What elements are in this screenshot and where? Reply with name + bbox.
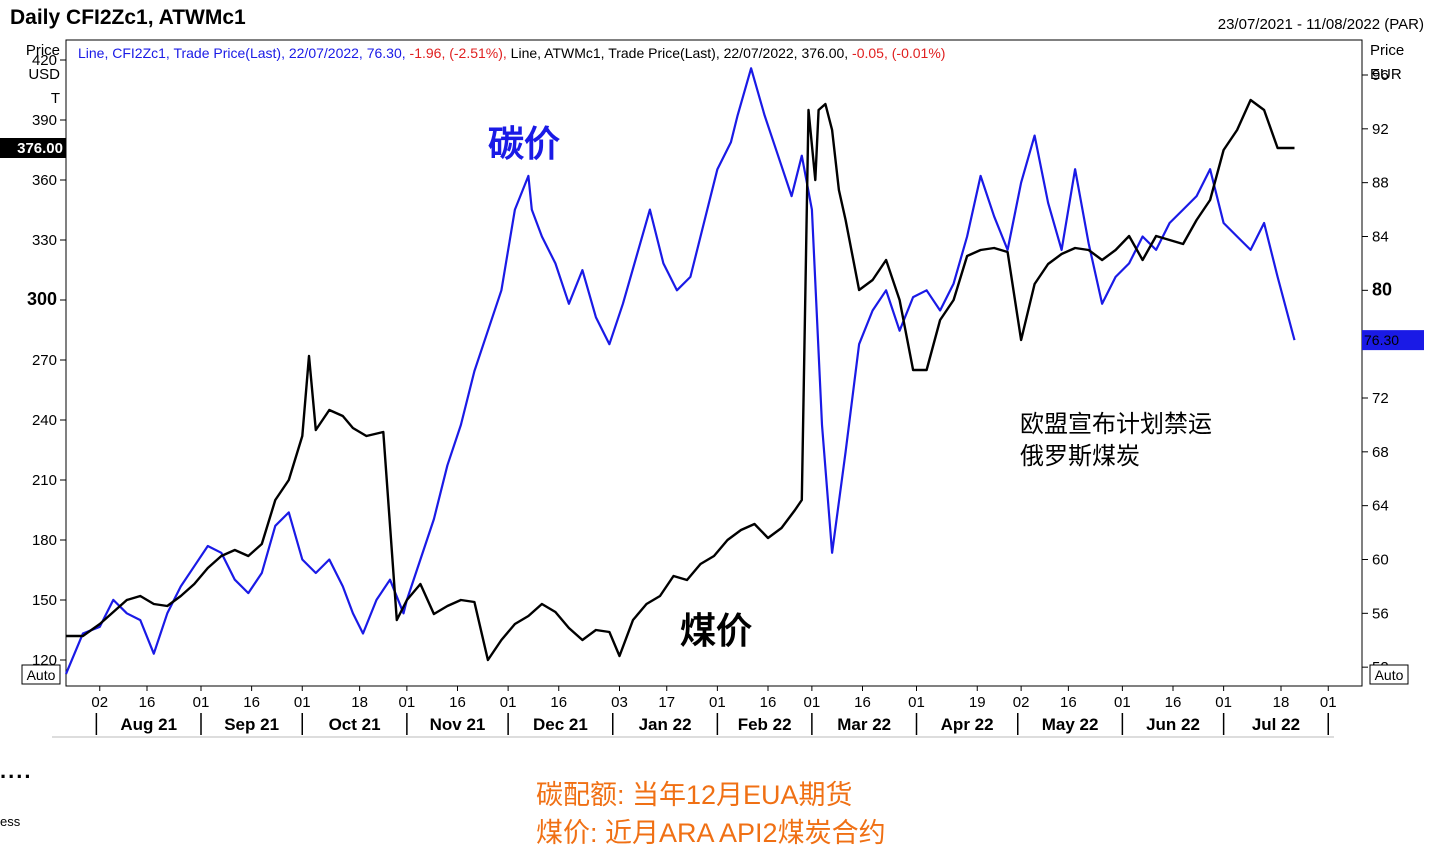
footer-note-coal: 煤价: 近月ARA API2煤炭合约	[536, 818, 886, 848]
chart-title: Daily CFI2Zc1, ATWMc1	[10, 6, 246, 29]
left-axis-header: Price USD T	[26, 42, 60, 107]
x-day-label: 03	[611, 694, 628, 711]
ban-annotation-line2: 俄罗斯煤炭	[1020, 442, 1140, 470]
left-tick-label: 210	[32, 472, 57, 489]
right-last-value-box	[1362, 330, 1424, 351]
footer-note-carbon: 碳配额: 当年12月EUA期货	[536, 780, 853, 810]
right-tick-label: 68	[1372, 444, 1389, 461]
footer-fragment-ess: ess	[0, 814, 21, 829]
x-day-label: 19	[969, 694, 986, 711]
carbon-annotation: 碳价	[488, 124, 560, 165]
right-tick-label: 84	[1372, 228, 1389, 245]
x-day-label: 01	[193, 694, 210, 711]
x-month-label: Oct 21	[329, 715, 381, 734]
left-tick-label: 240	[32, 412, 57, 429]
right-tick-label: 92	[1372, 121, 1389, 138]
x-month-label: Nov 21	[430, 715, 486, 734]
x-day-label: 16	[1060, 694, 1077, 711]
auto-button-right[interactable]	[1369, 664, 1409, 685]
x-month-label: Apr 22	[941, 715, 994, 734]
series-line-CFI2Zc1	[64, 67, 1296, 675]
x-day-label: 16	[243, 694, 260, 711]
x-month-label: Mar 22	[837, 715, 891, 734]
x-day-label: 01	[1320, 694, 1337, 711]
x-month-label: Sep 21	[224, 715, 279, 734]
x-day-label: 18	[1273, 694, 1290, 711]
x-month-label: Feb 22	[738, 715, 792, 734]
x-day-label: 01	[500, 694, 517, 711]
left-tick-label: 420	[32, 52, 57, 69]
right-axis-header-1: EUR	[1370, 66, 1402, 83]
plot-area	[65, 39, 1363, 687]
x-day-label: 01	[804, 694, 821, 711]
right-axis: 5256606468728084889296	[1362, 67, 1392, 676]
right-axis-header-0: Price	[1370, 42, 1404, 59]
left-axis-header-2: T	[51, 90, 60, 107]
left-axis-header-1: USD	[28, 66, 60, 83]
right-tick-label: 64	[1372, 498, 1389, 515]
footer-fragment-dots: ....	[0, 758, 33, 783]
left-tick-label: 270	[32, 352, 57, 369]
x-day-label: 16	[1165, 694, 1182, 711]
right-tick-label: 96	[1372, 67, 1389, 84]
coal-annotation: 煤价	[680, 611, 752, 652]
x-day-label: 02	[1013, 694, 1030, 711]
x-month-label: Aug 21	[120, 715, 177, 734]
right-tick-label: 72	[1372, 390, 1389, 407]
left-tick-label: 330	[32, 232, 57, 249]
x-day-label: 01	[1114, 694, 1131, 711]
x-day-label: 02	[91, 694, 108, 711]
left-tick-label: 150	[32, 592, 57, 609]
x-day-label: 17	[658, 694, 675, 711]
right-tick-label: 60	[1372, 551, 1389, 568]
auto-label-left[interactable]: Auto	[27, 667, 56, 683]
x-month-label: Jun 22	[1146, 715, 1200, 734]
auto-label-right[interactable]: Auto	[1375, 667, 1404, 683]
ban-annotation-line1: 欧盟宣布计划禁运	[1020, 410, 1212, 438]
right-tick-label: 80	[1372, 279, 1392, 299]
right-axis-header: Price EUR	[1370, 42, 1404, 83]
auto-button-left[interactable]	[21, 664, 61, 685]
right-last-value-label: 76.30	[1364, 332, 1399, 348]
x-day-label: 16	[139, 694, 156, 711]
x-month-label: Dec 21	[533, 715, 588, 734]
x-day-label: 18	[351, 694, 368, 711]
x-day-label: 01	[908, 694, 925, 711]
legend-series1: Line, CFI2Zc1, Trade Price(Last), 22/07/…	[78, 45, 945, 61]
x-day-label: 01	[294, 694, 311, 711]
left-axis-header-0: Price	[26, 42, 60, 59]
left-last-value-label: 376.00	[17, 140, 63, 157]
x-month-label: Jan 22	[639, 715, 692, 734]
x-axis: 02 16 01 16 01 18 01 16 01 16 03 17 01 16 01 16 01 19 02 16…	[52, 686, 1337, 738]
x-day-label: 16	[449, 694, 466, 711]
x-month-label: Jul 22	[1252, 715, 1300, 734]
x-day-label: 16	[550, 694, 567, 711]
right-tick-label: 56	[1372, 605, 1389, 622]
last-value-markers: 376.00 76.30	[0, 138, 1424, 351]
left-tick-label: 180	[32, 532, 57, 549]
series-line-ATWMc1	[66, 98, 1295, 662]
left-tick-label: 390	[32, 112, 57, 129]
left-tick-label: 360	[32, 172, 57, 189]
x-day-label: 01	[399, 694, 416, 711]
date-range: 23/07/2021 - 11/08/2022 (PAR)	[1217, 16, 1424, 33]
x-day-label: 16	[760, 694, 777, 711]
right-tick-label: 88	[1372, 175, 1389, 192]
x-day-label: 16	[854, 694, 871, 711]
left-last-value-box	[0, 138, 66, 158]
x-day-label: 01	[1215, 694, 1232, 711]
series-layer	[64, 67, 1296, 675]
left-tick-label: 300	[27, 289, 57, 309]
x-day-label: 01	[709, 694, 726, 711]
x-month-label: May 22	[1042, 715, 1099, 734]
